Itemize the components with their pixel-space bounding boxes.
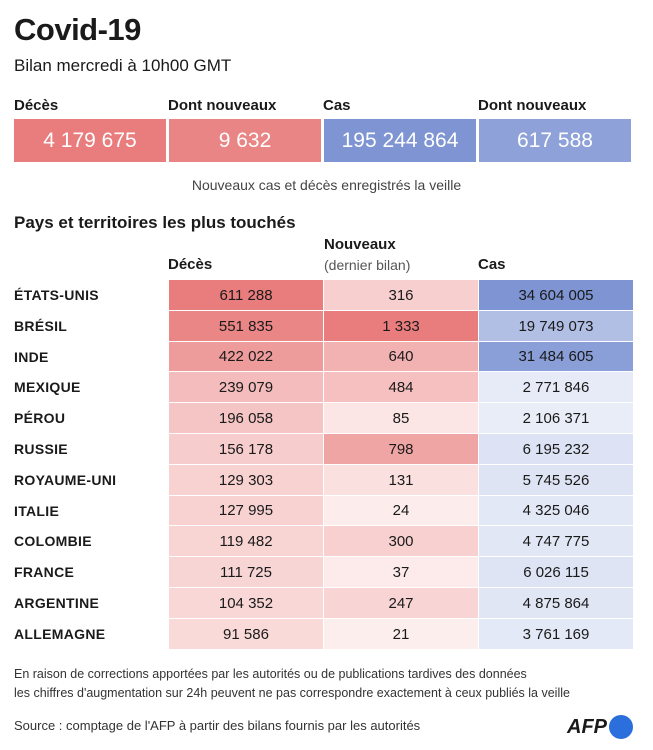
summary-new-cases-box: 617 588 — [479, 119, 631, 162]
country-label: ALLEMAGNE — [14, 626, 106, 642]
cell-cas: 6 195 232 — [479, 434, 633, 464]
country-label: BRÉSIL — [14, 318, 68, 334]
summary-deces-box: 4 179 675 — [14, 119, 166, 162]
country-label: FRANCE — [14, 564, 75, 580]
summary-new-deaths-box: 9 632 — [169, 119, 321, 162]
afp-logo: AFP — [567, 713, 633, 741]
cell-nouveaux: 37 — [324, 557, 478, 587]
cell-cas: 6 026 115 — [479, 557, 633, 587]
country-label: ITALIE — [14, 503, 60, 519]
cell-deces: 611 288 — [169, 280, 323, 310]
page-title: Covid-19 — [14, 12, 141, 47]
cell-nouveaux: 131 — [324, 465, 478, 495]
country-label: ÉTATS-UNIS — [14, 287, 99, 303]
cell-cas: 31 484 605 — [479, 342, 633, 371]
cell-cas: 34 604 005 — [479, 280, 633, 310]
cell-deces: 129 303 — [169, 465, 323, 495]
table-title: Pays et territoires les plus touchés — [14, 213, 296, 232]
cell-nouveaux: 484 — [324, 372, 478, 402]
cell-cas: 3 761 169 — [479, 619, 633, 649]
summary-label-deces: Décès — [14, 97, 59, 114]
cell-cas: 4 325 046 — [479, 496, 633, 525]
afp-logo-dot-icon — [609, 715, 633, 739]
summary-label-new-cases: Dont nouveaux — [478, 97, 587, 114]
cell-deces: 422 022 — [169, 342, 323, 371]
cell-deces: 127 995 — [169, 496, 323, 525]
cell-nouveaux: 247 — [324, 588, 478, 618]
summary-label-new-deaths: Dont nouveaux — [168, 97, 277, 114]
cell-nouveaux: 21 — [324, 619, 478, 649]
column-header-deces: Décès — [168, 256, 213, 273]
cell-deces: 119 482 — [169, 526, 323, 556]
column-subheader-nouveaux: (dernier bilan) — [324, 257, 411, 273]
cell-cas: 4 875 864 — [479, 588, 633, 618]
cell-nouveaux: 85 — [324, 403, 478, 433]
cell-deces: 91 586 — [169, 619, 323, 649]
cell-deces: 551 835 — [169, 311, 323, 341]
country-label: ARGENTINE — [14, 595, 100, 611]
country-label: MEXIQUE — [14, 379, 81, 395]
cell-nouveaux: 300 — [324, 526, 478, 556]
cell-nouveaux: 316 — [324, 280, 478, 310]
cell-nouveaux: 798 — [324, 434, 478, 464]
cell-deces: 196 058 — [169, 403, 323, 433]
cell-nouveaux: 1 333 — [324, 311, 478, 341]
footnote-line-1: En raison de corrections apportées par l… — [14, 667, 527, 681]
column-header-cas: Cas — [478, 256, 506, 273]
country-label: RUSSIE — [14, 441, 68, 457]
cell-cas: 2 771 846 — [479, 372, 633, 402]
cell-nouveaux: 24 — [324, 496, 478, 525]
country-label: COLOMBIE — [14, 533, 92, 549]
summary-label-cas: Cas — [323, 97, 351, 114]
source-note: Source : comptage de l'AFP à partir des … — [14, 718, 421, 733]
footnote-line-2: les chiffres d'augmentation sur 24h peuv… — [14, 686, 570, 700]
summary-note: Nouveaux cas et décès enregistrés la vei… — [191, 177, 462, 193]
cell-nouveaux: 640 — [324, 342, 478, 371]
cell-cas: 5 745 526 — [479, 465, 633, 495]
summary-cas-box: 195 244 864 — [324, 119, 476, 162]
cell-cas: 19 749 073 — [479, 311, 633, 341]
afp-logo-text: AFP — [567, 715, 607, 738]
country-label: INDE — [14, 349, 49, 365]
cell-deces: 111 725 — [169, 557, 323, 587]
page-subtitle: Bilan mercredi à 10h00 GMT — [14, 56, 232, 75]
cell-deces: 156 178 — [169, 434, 323, 464]
cell-cas: 4 747 775 — [479, 526, 633, 556]
country-label: ROYAUME-UNI — [14, 472, 117, 488]
cell-cas: 2 106 371 — [479, 403, 633, 433]
country-label: PÉROU — [14, 410, 66, 426]
cell-deces: 104 352 — [169, 588, 323, 618]
cell-deces: 239 079 — [169, 372, 323, 402]
column-header-nouveaux: Nouveaux — [324, 236, 396, 253]
